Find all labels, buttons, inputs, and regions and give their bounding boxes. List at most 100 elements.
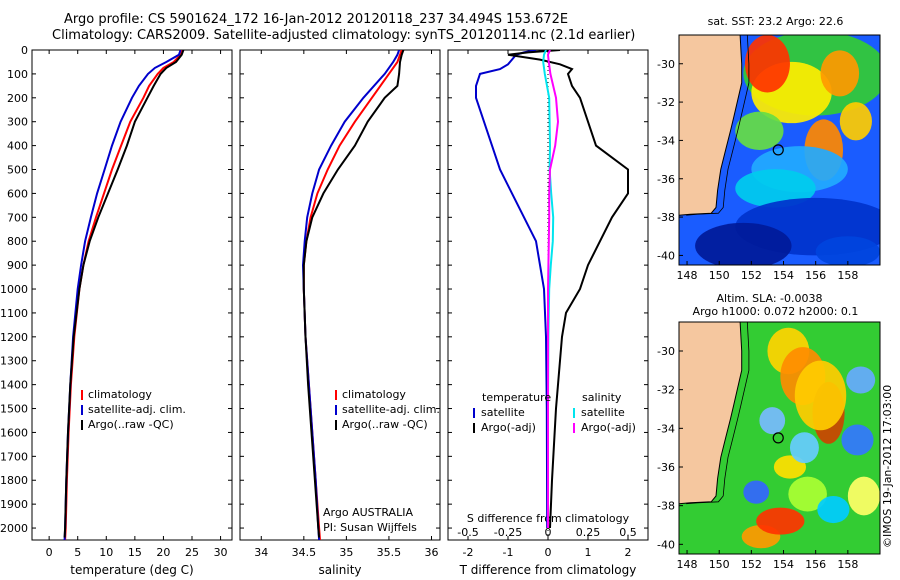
y-tick-label: 1900 xyxy=(0,498,28,511)
x-tick-label: 1 xyxy=(585,546,592,559)
y-tick-label: 700 xyxy=(7,211,28,224)
sst-map: 148 150 152 154 156 158 -30 -32 -34 -36 -38 -40 sat.… xyxy=(657,15,881,282)
legend-label: Argo(..raw -QC) xyxy=(342,418,428,431)
temperature-frame xyxy=(31,49,233,541)
y-tick-label: 1500 xyxy=(0,403,28,416)
y-tick-label: 1000 xyxy=(0,283,28,296)
y-tick-label: 200 xyxy=(7,92,28,105)
x-tick-label: 34 xyxy=(254,546,268,559)
climatology-title: Climatology: CARS2009. Satellite-adjuste… xyxy=(52,28,636,43)
y-tick-label: -38 xyxy=(657,211,675,224)
legend-label: satellite-adj. clim. xyxy=(88,403,186,416)
shelf-contour xyxy=(686,322,750,505)
y-tick-label: -30 xyxy=(657,345,675,358)
credit-text: ©IMOS 19-Jan-2012 17:03:00 xyxy=(881,384,894,548)
map-frame xyxy=(678,321,881,555)
y-tick-label: 600 xyxy=(7,187,28,200)
x-tick-label: 158 xyxy=(837,558,858,571)
x-tick-label: 0 xyxy=(545,546,552,559)
y-tick-label: 1400 xyxy=(0,379,28,392)
legend-label: Argo(-adj) xyxy=(581,421,636,434)
x-tick-label: -1 xyxy=(503,546,514,559)
x-tick-label: 148 xyxy=(677,558,698,571)
x-tick-label: 2 xyxy=(625,546,632,559)
x-axis-label: T difference from climatology xyxy=(459,563,637,577)
y-tick-label: 1300 xyxy=(0,355,28,368)
y-tick-label: 1100 xyxy=(0,307,28,320)
s-tick-label: 0.5 xyxy=(619,526,637,539)
legend-label: climatology xyxy=(342,388,406,401)
field-patch xyxy=(695,222,792,265)
legend-label: climatology xyxy=(88,388,152,401)
x-tick-label: 156 xyxy=(805,269,826,282)
legend-heading: salinity xyxy=(582,391,622,404)
field-patch xyxy=(735,169,816,208)
temperature-panel: 0 5 10 15 20 25 30 temperature (deg C) 0 100 200 30… xyxy=(0,44,233,577)
x-tick-label: 148 xyxy=(677,269,698,282)
sst-map-field xyxy=(679,35,880,265)
y-tick-label: 100 xyxy=(7,68,28,81)
s-tick-label: -0.5 xyxy=(457,526,478,539)
series-line xyxy=(64,50,184,540)
x-tick-label: 5 xyxy=(74,546,81,559)
field-patch xyxy=(789,432,819,464)
x-tick-label: 154 xyxy=(773,558,794,571)
y-tick-label: -40 xyxy=(657,538,675,551)
argo-position-marker xyxy=(772,432,784,444)
x-tick-label: 25 xyxy=(185,546,199,559)
field-patch xyxy=(846,366,876,394)
legend-label: satellite xyxy=(481,406,525,419)
y-tick-label: 400 xyxy=(7,140,28,153)
x-tick-label: 15 xyxy=(128,546,142,559)
x-tick-label: 0 xyxy=(46,546,53,559)
salinity-panel: 34 34.5 35 35.5 36 salinity climatology satelli… xyxy=(239,49,441,577)
annotation-line: PI: Susan Wijffels xyxy=(323,521,417,534)
y-tick-label: -36 xyxy=(657,461,675,474)
sla-map-field xyxy=(679,322,880,554)
land-mass xyxy=(679,35,743,216)
x-tick-label: 35.5 xyxy=(377,546,402,559)
annotation-line: Argo AUSTRALIA xyxy=(323,506,413,519)
x-tick-label: 10 xyxy=(99,546,113,559)
land-mass xyxy=(679,322,743,505)
x-tick-label: 35 xyxy=(339,546,353,559)
field-patch xyxy=(756,507,805,535)
sla-map: 148 150 152 154 156 158 -30 -32 -34 -36 -38 -40 Alti… xyxy=(657,292,881,571)
x-tick-label: -2 xyxy=(463,546,474,559)
y-tick-label: -38 xyxy=(657,500,675,513)
legend-label: Argo(-adj) xyxy=(481,421,536,434)
series-line xyxy=(63,50,182,540)
series-line xyxy=(301,50,401,540)
s-tick-label: 0.25 xyxy=(576,526,601,539)
y-tick-label: -40 xyxy=(657,249,675,262)
y-tick-label: 1200 xyxy=(0,331,28,344)
s-tick-label: 0 xyxy=(545,526,552,539)
x-axis-label: salinity xyxy=(318,563,361,577)
x-tick-label: 30 xyxy=(214,546,228,559)
y-tick-label: -34 xyxy=(657,134,675,147)
field-patch xyxy=(847,476,880,516)
y-tick-label: 2000 xyxy=(0,522,28,535)
map-frame xyxy=(678,34,881,266)
field-patch xyxy=(817,496,850,524)
series-line xyxy=(475,50,549,529)
series-line xyxy=(63,50,185,538)
y-tick-label: 500 xyxy=(7,164,28,177)
argo-position-marker xyxy=(772,144,784,156)
x-tick-label: 34.5 xyxy=(292,546,317,559)
x-tick-label: 152 xyxy=(741,558,762,571)
shelf-contour xyxy=(686,35,750,216)
x-tick-label: 154 xyxy=(773,269,794,282)
y-tick-label: -32 xyxy=(657,384,675,397)
legend-label: satellite-adj. clim. xyxy=(342,403,440,416)
y-tick-label: 1600 xyxy=(0,426,28,439)
map-title: Altim. SLA: -0.0038 xyxy=(716,292,822,305)
field-patch xyxy=(815,236,880,265)
y-tick-label: 1700 xyxy=(0,450,28,463)
series-line xyxy=(546,50,560,528)
y-tick-label: -30 xyxy=(657,58,675,71)
x-tick-label: 152 xyxy=(741,269,762,282)
y-tick-label: 300 xyxy=(7,116,28,129)
y-tick-label: -32 xyxy=(657,96,675,109)
